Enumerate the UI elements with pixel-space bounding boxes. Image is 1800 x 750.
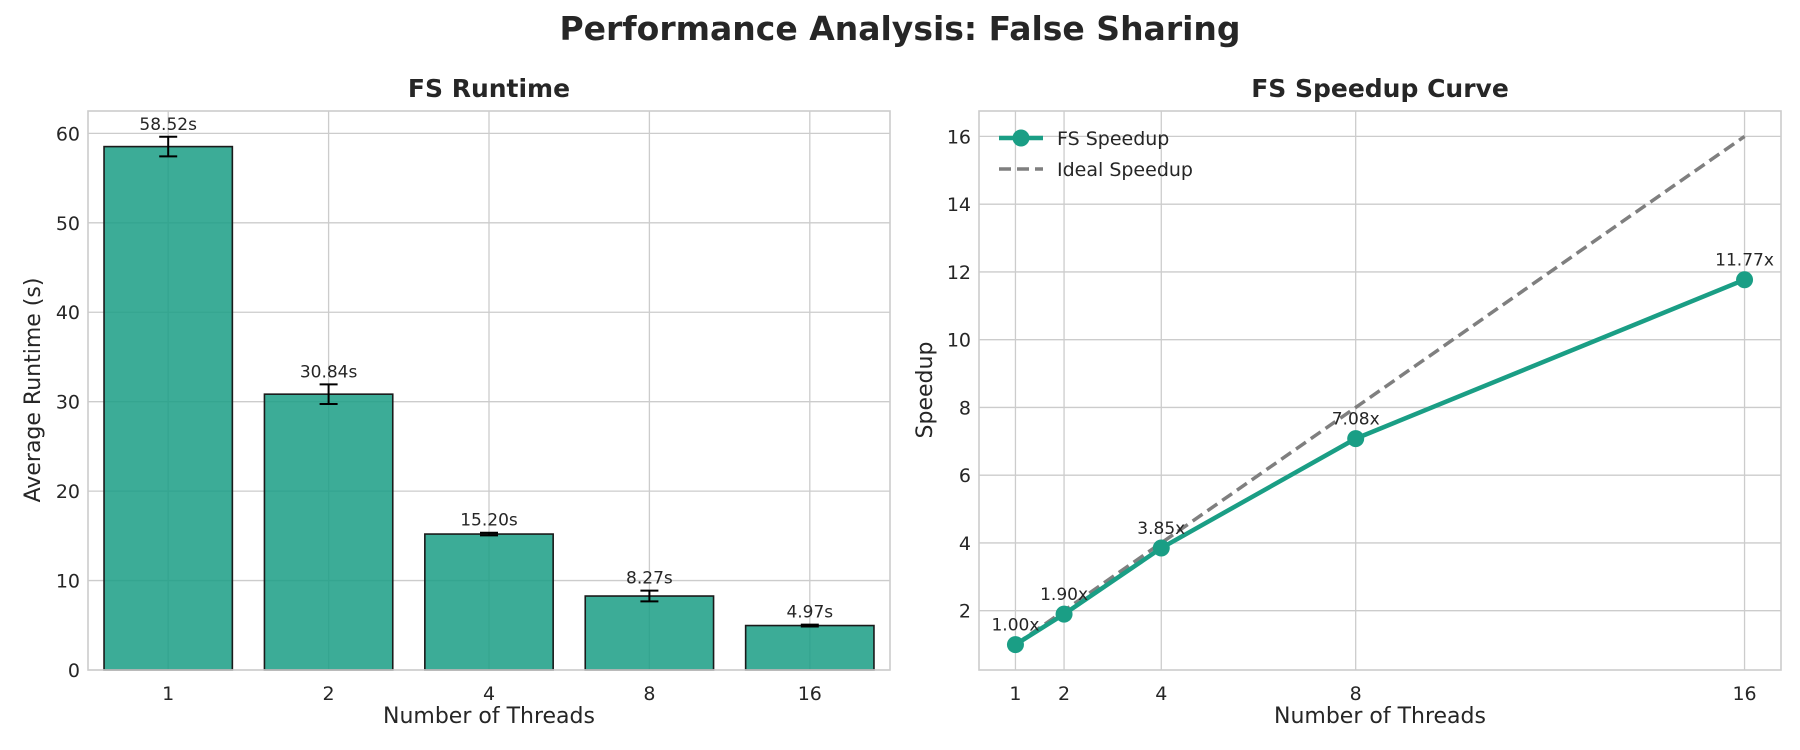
runtime-error-bar <box>800 623 819 628</box>
speedup-y-tick-label: 2 <box>959 601 971 623</box>
runtime-y-tick-label: 20 <box>56 481 80 503</box>
runtime-bar <box>103 145 234 671</box>
speedup-y-tick-label: 12 <box>947 262 971 284</box>
runtime-error-bars <box>159 135 819 628</box>
speedup-legend: FS Speedup Ideal Speedup <box>999 128 1193 181</box>
speedup-grid <box>979 111 1781 670</box>
runtime-error-bar <box>159 135 178 158</box>
fs-speedup-point <box>1055 605 1073 623</box>
speedup-x-tick-label: 8 <box>1350 683 1362 705</box>
fs-speedup-line <box>1014 277 1746 647</box>
speedup-y-tick-label: 10 <box>947 330 971 352</box>
runtime-y-tick-label: 30 <box>56 392 80 414</box>
speedup-y-ticks: 2 4 6 8 10 12 14 16 <box>947 126 971 622</box>
speedup-x-axis-label: Number of Threads <box>1274 704 1486 729</box>
speedup-y-tick-label: 14 <box>947 194 971 216</box>
runtime-y-tick-label: 50 <box>56 213 80 235</box>
runtime-x-tick-label: 1 <box>162 683 174 705</box>
fs-speedup-data-label: 1.90x <box>1040 585 1088 605</box>
speedup-y-axis-label: Speedup <box>913 342 938 439</box>
figure-title: Performance Analysis: False Sharing <box>559 9 1240 48</box>
speedup-markers <box>1006 271 1754 654</box>
fs-speedup-data-label: 1.00x <box>991 616 1039 636</box>
runtime-error-bar <box>319 383 338 406</box>
runtime-x-tick-label: 2 <box>323 683 335 705</box>
runtime-bar <box>744 624 875 671</box>
runtime-chart: FS Runtime 58.52s30.84s15.20s8.27s4.97s … <box>21 74 891 729</box>
speedup-x-tick-label: 2 <box>1058 683 1070 705</box>
speedup-chart: FS Speedup Curve 1.00x1.90x3.85x7.08x11.… <box>913 74 1782 729</box>
runtime-error-bar <box>640 589 659 603</box>
fs-speedup-data-label: 3.85x <box>1137 519 1185 539</box>
legend-ideal-label: Ideal Speedup <box>1057 159 1193 181</box>
legend-fs-marker <box>1012 129 1030 147</box>
runtime-y-tick-label: 40 <box>56 302 80 324</box>
speedup-plot-frame <box>978 110 1782 671</box>
runtime-plot-frame <box>87 110 891 671</box>
runtime-data-labels: 58.52s 30.84s 15.20s 8.27s 4.97s <box>139 115 833 623</box>
runtime-bars <box>103 145 875 671</box>
speedup-x-tick-label: 1 <box>1009 683 1021 705</box>
fs-speedup-data-label: 7.08x <box>1332 410 1380 430</box>
speedup-y-tick-label: 8 <box>959 397 971 419</box>
runtime-x-axis-label: Number of Threads <box>383 704 595 729</box>
runtime-data-label: 8.27s <box>626 569 673 589</box>
runtime-data-label: 15.20s <box>460 511 518 531</box>
speedup-lines <box>1014 134 1746 647</box>
runtime-data-label: 58.52s <box>139 115 197 135</box>
runtime-bar <box>584 595 715 671</box>
legend-fs-label: FS Speedup <box>1057 128 1169 150</box>
runtime-bar <box>424 533 554 671</box>
speedup-chart-title: FS Speedup Curve <box>1251 74 1509 103</box>
fs-speedup-data-label: 11.77x <box>1715 251 1774 271</box>
runtime-bar <box>263 393 394 671</box>
speedup-x-tick-label: 4 <box>1155 683 1167 705</box>
runtime-y-ticks: 0 10 20 30 40 50 60 <box>56 123 80 682</box>
runtime-x-tick-label: 4 <box>483 683 495 705</box>
fs-speedup-point <box>1006 636 1024 654</box>
runtime-chart-title: FS Runtime <box>408 74 570 103</box>
speedup-x-tick-label: 16 <box>1732 683 1756 705</box>
fs-speedup-point <box>1736 271 1754 289</box>
runtime-error-bar <box>480 531 498 537</box>
runtime-x-tick-label: 8 <box>643 683 655 705</box>
ideal-speedup-line <box>1014 134 1746 647</box>
runtime-y-tick-label: 0 <box>68 660 80 682</box>
runtime-y-axis-label: Average Runtime (s) <box>21 278 46 503</box>
speedup-y-tick-label: 4 <box>959 533 971 555</box>
speedup-y-tick-label: 16 <box>947 126 971 148</box>
runtime-data-label: 4.97s <box>786 603 833 623</box>
speedup-y-tick-label: 6 <box>959 465 971 487</box>
runtime-data-label: 30.84s <box>300 362 358 382</box>
fs-speedup-point <box>1347 430 1365 448</box>
runtime-x-tick-label: 16 <box>798 683 822 705</box>
fs-speedup-point <box>1152 539 1170 557</box>
runtime-y-tick-label: 10 <box>56 571 80 593</box>
runtime-x-ticks: 1 2 4 8 16 <box>162 683 822 705</box>
speedup-x-ticks: 1 2 4 8 16 <box>1009 683 1756 705</box>
runtime-y-tick-label: 60 <box>56 123 80 145</box>
